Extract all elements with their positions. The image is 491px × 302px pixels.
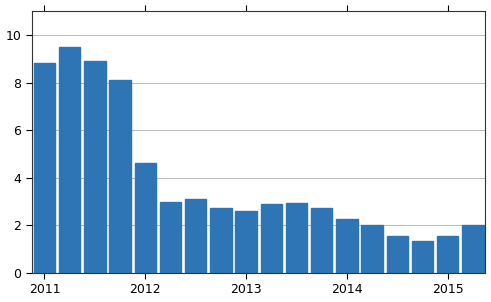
Bar xyxy=(109,80,131,273)
Bar xyxy=(185,199,206,273)
Bar xyxy=(210,207,232,273)
Bar xyxy=(286,203,307,273)
Bar xyxy=(160,202,181,273)
Bar xyxy=(34,63,55,273)
Bar xyxy=(59,47,81,273)
Bar xyxy=(386,236,408,273)
Bar xyxy=(437,236,459,273)
Bar xyxy=(84,61,106,273)
Bar xyxy=(261,204,282,273)
Bar xyxy=(135,163,156,273)
Bar xyxy=(336,220,357,273)
Bar xyxy=(462,225,484,273)
Bar xyxy=(235,211,257,273)
Bar xyxy=(412,241,433,273)
Bar xyxy=(361,225,383,273)
Bar xyxy=(311,207,332,273)
